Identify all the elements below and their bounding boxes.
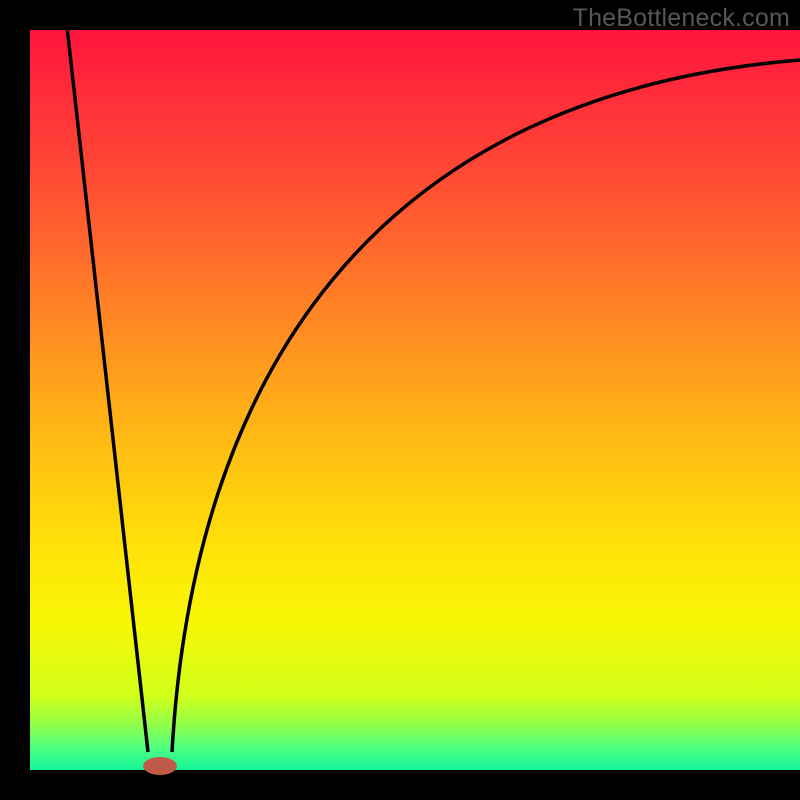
watermark-text: TheBottleneck.com — [573, 4, 790, 33]
optimal-point-marker — [143, 757, 177, 775]
bottleneck-chart: TheBottleneck.com — [0, 0, 800, 800]
chart-canvas — [0, 0, 800, 800]
plot-area — [30, 30, 800, 770]
